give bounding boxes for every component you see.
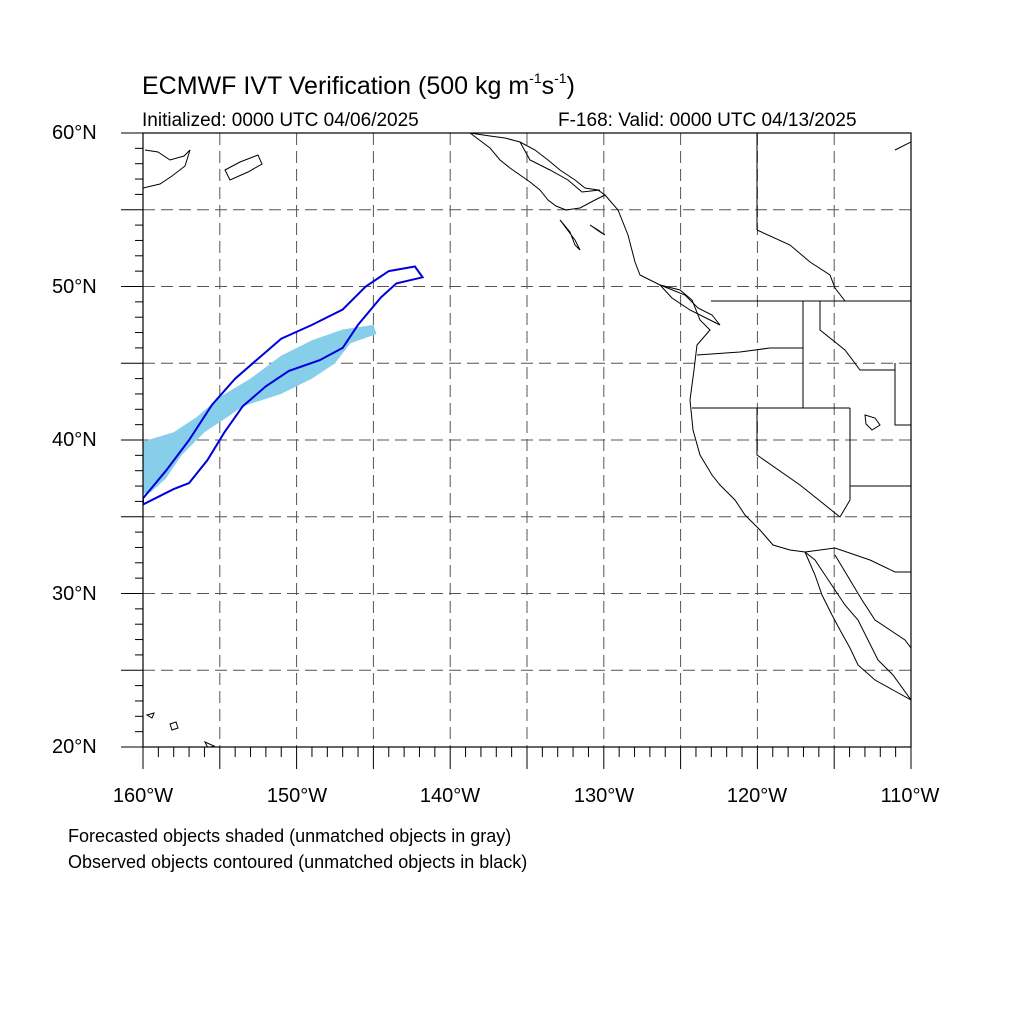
alaska-panhandle-islands: [224, 154, 606, 251]
nevada-utah-border: [839, 408, 851, 518]
west-coast-coastline: [604, 194, 911, 701]
initialized-label: Initialized: 0000 UTC 04/06/2025: [142, 110, 419, 131]
alaska-coastline: [143, 133, 606, 211]
alaska-canada-border: [519, 141, 601, 193]
washington-oregon-border: [696, 301, 804, 408]
canada-provincial-border: [756, 133, 846, 302]
lon-label-120w: 120°W: [726, 785, 788, 807]
lon-label-130w: 130°W: [573, 785, 635, 807]
lat-label-60n: 60°N: [52, 122, 97, 144]
lat-label-20n: 20°N: [52, 736, 97, 758]
valid-time-label: F-168: Valid: 0000 UTC 04/13/2025: [558, 110, 857, 131]
forecast-ivt-object: [143, 324, 377, 494]
lon-label-110w: 110°W: [880, 785, 940, 807]
idaho-montana-border: [819, 301, 895, 371]
hudson-strait-shore: [894, 141, 911, 151]
hawaii-islands: [145, 712, 216, 747]
lat-label-50n: 50°N: [52, 276, 97, 298]
lat-label-40n: 40°N: [52, 429, 97, 451]
lon-label-150w: 150°W: [266, 785, 328, 807]
chart-title: ECMWF IVT Verification (500 kg m-1s-1): [142, 70, 575, 100]
us-mexico-border: [804, 547, 911, 573]
coastlines: [143, 133, 911, 747]
political-borders: [519, 133, 911, 573]
wyoming-border: [894, 363, 911, 426]
axis-ticks: [121, 132, 912, 769]
graticule: [143, 133, 911, 747]
california-nevada-border: [756, 408, 841, 518]
vancouver-island: [659, 284, 721, 326]
lat-label-30n: 30°N: [52, 583, 97, 605]
lon-label-140w: 140°W: [419, 785, 481, 807]
map-features: [143, 133, 911, 747]
observed-ivt-contour: [143, 265, 425, 506]
gulf-of-california: [834, 554, 911, 649]
lon-label-160w: 160°W: [112, 785, 174, 807]
baja-coastline: [804, 551, 911, 701]
legend-note-observed: Observed objects contoured (unmatched ob…: [68, 852, 528, 872]
great-salt-lake: [864, 414, 881, 431]
legend-note-forecast: Forecasted objects shaded (unmatched obj…: [68, 826, 512, 846]
